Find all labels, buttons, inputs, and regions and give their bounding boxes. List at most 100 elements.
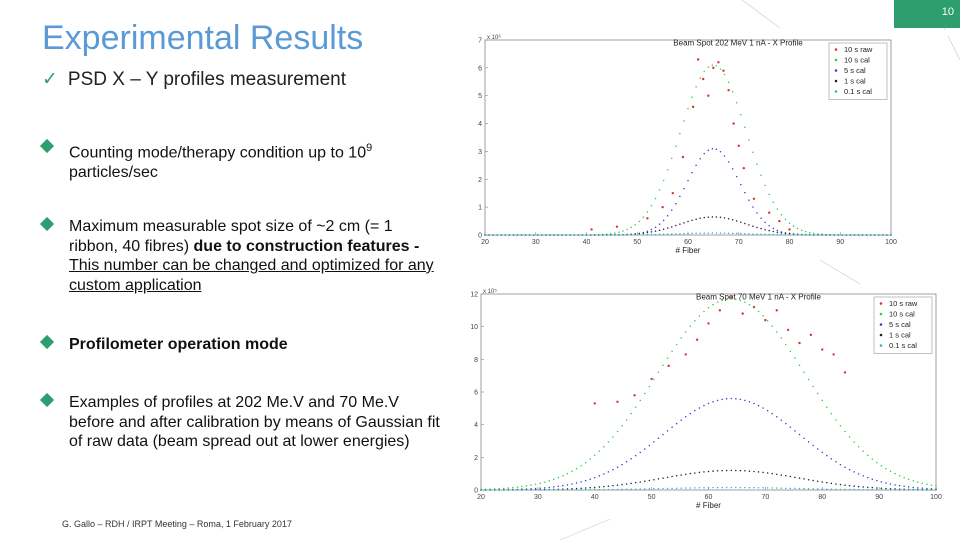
- curve-point: [654, 226, 657, 228]
- curve-point: [666, 214, 669, 217]
- curve-point: [687, 232, 689, 235]
- curve-point: [545, 234, 547, 236]
- curve-point: [744, 470, 746, 472]
- curve-point: [762, 315, 764, 317]
- bullet-text-part: -: [409, 237, 420, 255]
- curve-point: [675, 202, 677, 205]
- bullet-spot-size: Maximum measurable spot size of ~2 cm (=…: [39, 216, 442, 295]
- curve-point: [803, 371, 805, 374]
- curve-point: [675, 145, 677, 147]
- data-point: [718, 309, 722, 312]
- curve-point: [616, 488, 619, 491]
- curve-point: [630, 488, 632, 490]
- curve-point: [788, 232, 791, 235]
- curve-point: [735, 175, 738, 178]
- curve-point: [610, 234, 612, 236]
- curve-point: [657, 371, 660, 374]
- x-tick-label: 50: [648, 494, 656, 501]
- curve-point: [703, 152, 705, 155]
- curve-point: [748, 303, 751, 306]
- y-tick-label: 4: [478, 121, 482, 128]
- y-tick-label: 6: [474, 390, 478, 397]
- curve-point: [721, 486, 723, 489]
- legend-marker: [834, 79, 838, 83]
- curve-point: [662, 487, 664, 490]
- curve-point: [789, 426, 792, 428]
- curve-point: [679, 232, 681, 235]
- curve-point: [707, 306, 710, 309]
- curve-point: [885, 489, 887, 491]
- x-tick-label: 40: [591, 494, 599, 501]
- curve-point: [671, 475, 673, 478]
- curve-point: [622, 230, 624, 232]
- curve-point: [642, 216, 645, 218]
- curve-point: [721, 299, 723, 302]
- curve-point: [707, 66, 710, 68]
- curve-point: [703, 70, 705, 73]
- curve-point: [648, 385, 651, 388]
- curve-point: [671, 487, 673, 490]
- curve-point: [525, 485, 528, 487]
- data-point: [752, 197, 756, 200]
- curve-point: [711, 64, 714, 66]
- curve-point: [712, 400, 714, 403]
- curve-point: [621, 463, 623, 466]
- legend-marker: [834, 58, 838, 62]
- curve-point: [537, 234, 539, 236]
- data-point: [696, 58, 700, 61]
- x-tick-label: 70: [761, 494, 769, 501]
- curve-point: [689, 487, 692, 489]
- bullet-text-part: Maximum measurable spot size of ~2 cm (=…: [69, 218, 393, 255]
- bullet-text: Counting mode/therapy condition up to 10…: [69, 139, 442, 182]
- curve-point: [862, 450, 864, 452]
- data-point: [707, 322, 710, 325]
- curve-point: [785, 487, 787, 489]
- curve-point: [598, 486, 601, 488]
- curve-point: [740, 113, 742, 116]
- curve-point: [807, 378, 810, 381]
- curve-point: [753, 402, 755, 405]
- curve-point: [880, 464, 883, 467]
- legend-entry: 5 s cal: [844, 66, 866, 75]
- curve-point: [707, 149, 710, 151]
- curve-point: [735, 220, 738, 222]
- curve-point: [776, 331, 778, 333]
- curve-point: [804, 230, 807, 233]
- curve-point: [796, 234, 799, 236]
- curve-point: [835, 419, 837, 421]
- curve-point: [719, 150, 722, 153]
- curve-point: [862, 488, 864, 491]
- curve-point: [680, 474, 682, 476]
- curve-point: [837, 234, 839, 236]
- curve-point: [764, 233, 766, 236]
- curve-point: [662, 433, 664, 436]
- curve-point: [776, 473, 778, 476]
- curve-point: [830, 412, 833, 415]
- curve-point: [589, 488, 591, 491]
- legend-entry: 0.1 s cal: [844, 87, 872, 96]
- y-tick-label: 5: [478, 93, 482, 100]
- curve-point: [646, 230, 649, 232]
- curve-point: [593, 234, 596, 236]
- curve-point: [812, 488, 814, 490]
- curve-point: [898, 474, 901, 477]
- curve-point: [625, 419, 628, 421]
- curve-point: [716, 470, 719, 472]
- curve-point: [698, 471, 701, 474]
- plot-frame: [480, 293, 937, 491]
- curve-point: [512, 489, 514, 491]
- curve-point: [571, 483, 573, 485]
- curve-point: [646, 233, 649, 236]
- curve-point: [752, 233, 754, 235]
- curve-point: [691, 96, 693, 98]
- data-point: [615, 225, 619, 228]
- bullet-counting-mode: Counting mode/therapy condition up to 10…: [39, 138, 442, 182]
- curve-point: [594, 486, 596, 489]
- curve-point: [762, 471, 764, 474]
- data-point: [702, 77, 705, 81]
- curve-point: [607, 441, 610, 443]
- curve-point: [658, 223, 661, 225]
- curve-point: [912, 486, 914, 489]
- curve-point: [776, 233, 779, 236]
- bullet-text: Profilometer operation mode: [69, 336, 288, 353]
